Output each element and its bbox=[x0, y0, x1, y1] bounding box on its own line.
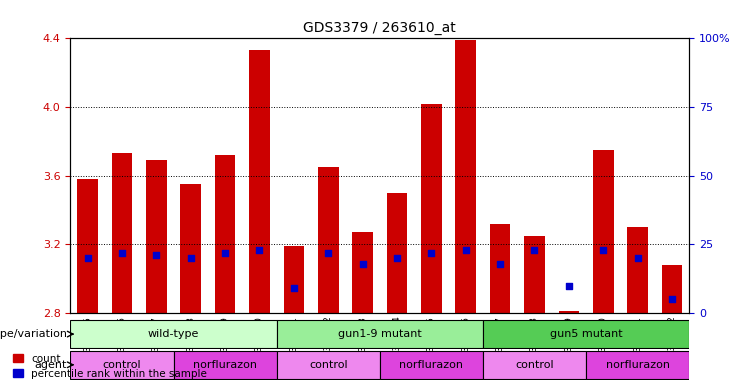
Point bbox=[666, 296, 678, 302]
Point bbox=[631, 255, 643, 261]
Point bbox=[563, 283, 575, 289]
Point bbox=[116, 250, 128, 256]
Text: norflurazon: norflurazon bbox=[193, 360, 257, 370]
Point bbox=[150, 252, 162, 258]
Bar bbox=[146, 160, 167, 313]
Text: norflurazon: norflurazon bbox=[605, 360, 670, 370]
Bar bbox=[380, 351, 483, 379]
Bar bbox=[180, 184, 201, 313]
Bar bbox=[490, 224, 511, 313]
Bar bbox=[70, 320, 276, 348]
Text: norflurazon: norflurazon bbox=[399, 360, 463, 370]
Bar bbox=[421, 104, 442, 313]
Bar bbox=[70, 351, 173, 379]
Text: wild-type: wild-type bbox=[148, 329, 199, 339]
Bar bbox=[483, 320, 689, 348]
Point bbox=[356, 260, 368, 266]
Title: GDS3379 / 263610_at: GDS3379 / 263610_at bbox=[303, 21, 456, 35]
Bar bbox=[249, 50, 270, 313]
Point bbox=[185, 255, 196, 261]
Bar bbox=[215, 155, 236, 313]
Bar bbox=[276, 351, 379, 379]
Bar bbox=[77, 179, 98, 313]
Bar bbox=[387, 193, 408, 313]
Point bbox=[322, 250, 334, 256]
Bar bbox=[593, 150, 614, 313]
Bar bbox=[524, 236, 545, 313]
Bar bbox=[318, 167, 339, 313]
Point bbox=[391, 255, 403, 261]
Point bbox=[219, 250, 231, 256]
Text: control: control bbox=[309, 360, 348, 370]
Text: control: control bbox=[103, 360, 142, 370]
Point bbox=[288, 285, 300, 291]
Text: control: control bbox=[515, 360, 554, 370]
Point bbox=[82, 255, 93, 261]
Text: agent: agent bbox=[35, 360, 67, 370]
Bar bbox=[284, 246, 304, 313]
Text: gun1-9 mutant: gun1-9 mutant bbox=[338, 329, 422, 339]
Point bbox=[253, 247, 265, 253]
Bar bbox=[456, 40, 476, 313]
Bar bbox=[662, 265, 682, 313]
Bar bbox=[173, 351, 276, 379]
Bar bbox=[112, 153, 132, 313]
Bar bbox=[586, 351, 689, 379]
Legend: count, percentile rank within the sample: count, percentile rank within the sample bbox=[13, 354, 207, 379]
Point bbox=[425, 250, 437, 256]
Bar bbox=[483, 351, 586, 379]
Point bbox=[528, 247, 540, 253]
Point bbox=[459, 247, 471, 253]
Point bbox=[597, 247, 609, 253]
Bar bbox=[276, 320, 483, 348]
Text: genotype/variation: genotype/variation bbox=[0, 329, 67, 339]
Point bbox=[494, 260, 506, 266]
Bar bbox=[627, 227, 648, 313]
Bar bbox=[559, 311, 579, 313]
Bar bbox=[352, 232, 373, 313]
Text: gun5 mutant: gun5 mutant bbox=[550, 329, 622, 339]
